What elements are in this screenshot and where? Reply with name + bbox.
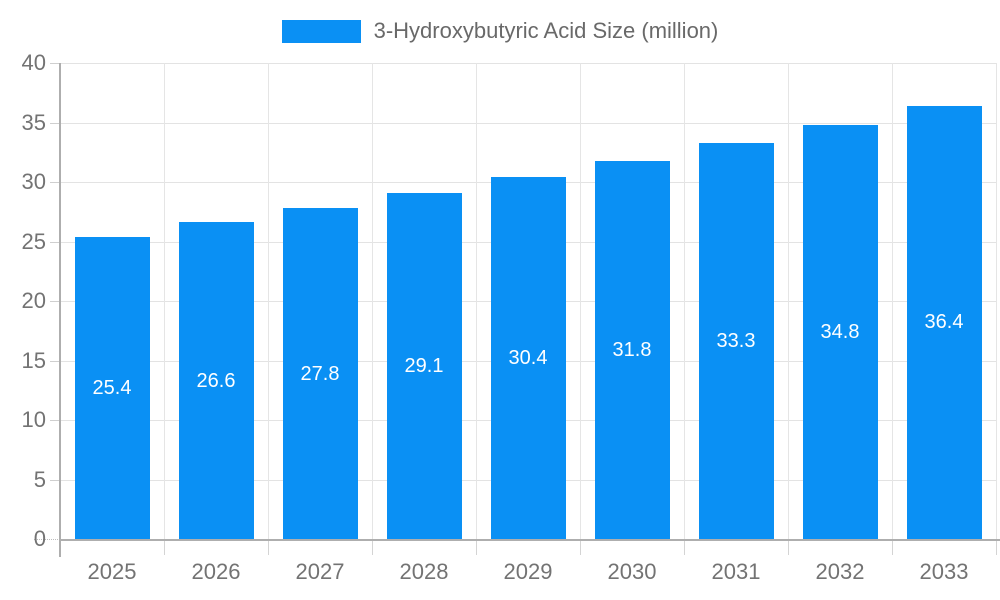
x-axis-tick xyxy=(684,541,685,555)
x-tick-label: 2029 xyxy=(503,559,553,584)
y-tick-label: 40 xyxy=(21,50,46,75)
x-axis-tick xyxy=(476,541,477,555)
vertical-gridline xyxy=(476,63,477,539)
x-tick-label: 2027 xyxy=(295,559,345,584)
x-tick-label: 2030 xyxy=(607,559,657,584)
x-axis-line xyxy=(59,539,1000,541)
bar[interactable] xyxy=(698,142,774,539)
y-axis-tick xyxy=(50,182,60,183)
bar[interactable] xyxy=(802,124,878,539)
y-axis-tick xyxy=(50,63,60,64)
x-tick-label: 2031 xyxy=(711,559,761,584)
y-tick-label: 30 xyxy=(21,169,46,194)
legend-item[interactable]: 3-Hydroxybutyric Acid Size (million) xyxy=(0,13,1000,49)
y-axis-tick xyxy=(50,122,60,124)
x-axis-tick xyxy=(788,541,789,555)
x-tick-label: 2025 xyxy=(87,559,137,584)
y-axis-tick xyxy=(50,420,60,421)
y-axis-tick-zero xyxy=(34,539,60,540)
vertical-gridline xyxy=(684,63,685,539)
y-tick-label: 15 xyxy=(21,347,46,373)
x-axis-tick xyxy=(268,541,269,555)
y-axis-line xyxy=(59,63,61,557)
x-axis-tick xyxy=(892,541,893,555)
vertical-gridline xyxy=(372,63,373,539)
y-axis-tick xyxy=(50,241,60,243)
vertical-gridline xyxy=(164,63,165,539)
y-tick-label: 35 xyxy=(21,109,46,135)
vertical-gridline xyxy=(580,63,581,539)
y-axis-tick xyxy=(50,301,60,302)
y-tick-label: 5 xyxy=(33,466,46,492)
bar[interactable] xyxy=(74,236,150,539)
bar[interactable] xyxy=(490,177,566,539)
vertical-gridline xyxy=(268,63,269,539)
y-axis-tick xyxy=(50,479,60,481)
legend-label: 3-Hydroxybutyric Acid Size (million) xyxy=(373,18,719,43)
vertical-gridline xyxy=(996,63,997,539)
bar[interactable] xyxy=(178,222,254,539)
legend-swatch-icon xyxy=(281,19,361,43)
y-tick-label: 10 xyxy=(21,407,46,432)
y-tick-label: 0 xyxy=(33,526,46,551)
x-axis-tick xyxy=(996,541,997,555)
vertical-gridline xyxy=(892,63,893,539)
bar[interactable] xyxy=(386,192,462,539)
y-tick-label: 25 xyxy=(21,228,46,254)
y-tick-label: 20 xyxy=(21,288,46,313)
x-tick-label: 2033 xyxy=(919,559,969,584)
x-axis-tick xyxy=(580,541,581,555)
bar[interactable] xyxy=(594,160,670,539)
x-tick-label: 2032 xyxy=(815,559,865,584)
x-tick-label: 2026 xyxy=(191,559,241,584)
horizontal-gridline xyxy=(60,122,996,124)
bar[interactable] xyxy=(282,208,358,539)
vertical-gridline xyxy=(788,63,789,539)
x-axis-tick xyxy=(164,541,165,555)
bar[interactable] xyxy=(906,105,982,539)
x-tick-label: 2028 xyxy=(399,559,449,584)
y-axis-tick xyxy=(50,360,60,362)
horizontal-gridline xyxy=(60,63,996,64)
x-axis-tick xyxy=(372,541,373,555)
